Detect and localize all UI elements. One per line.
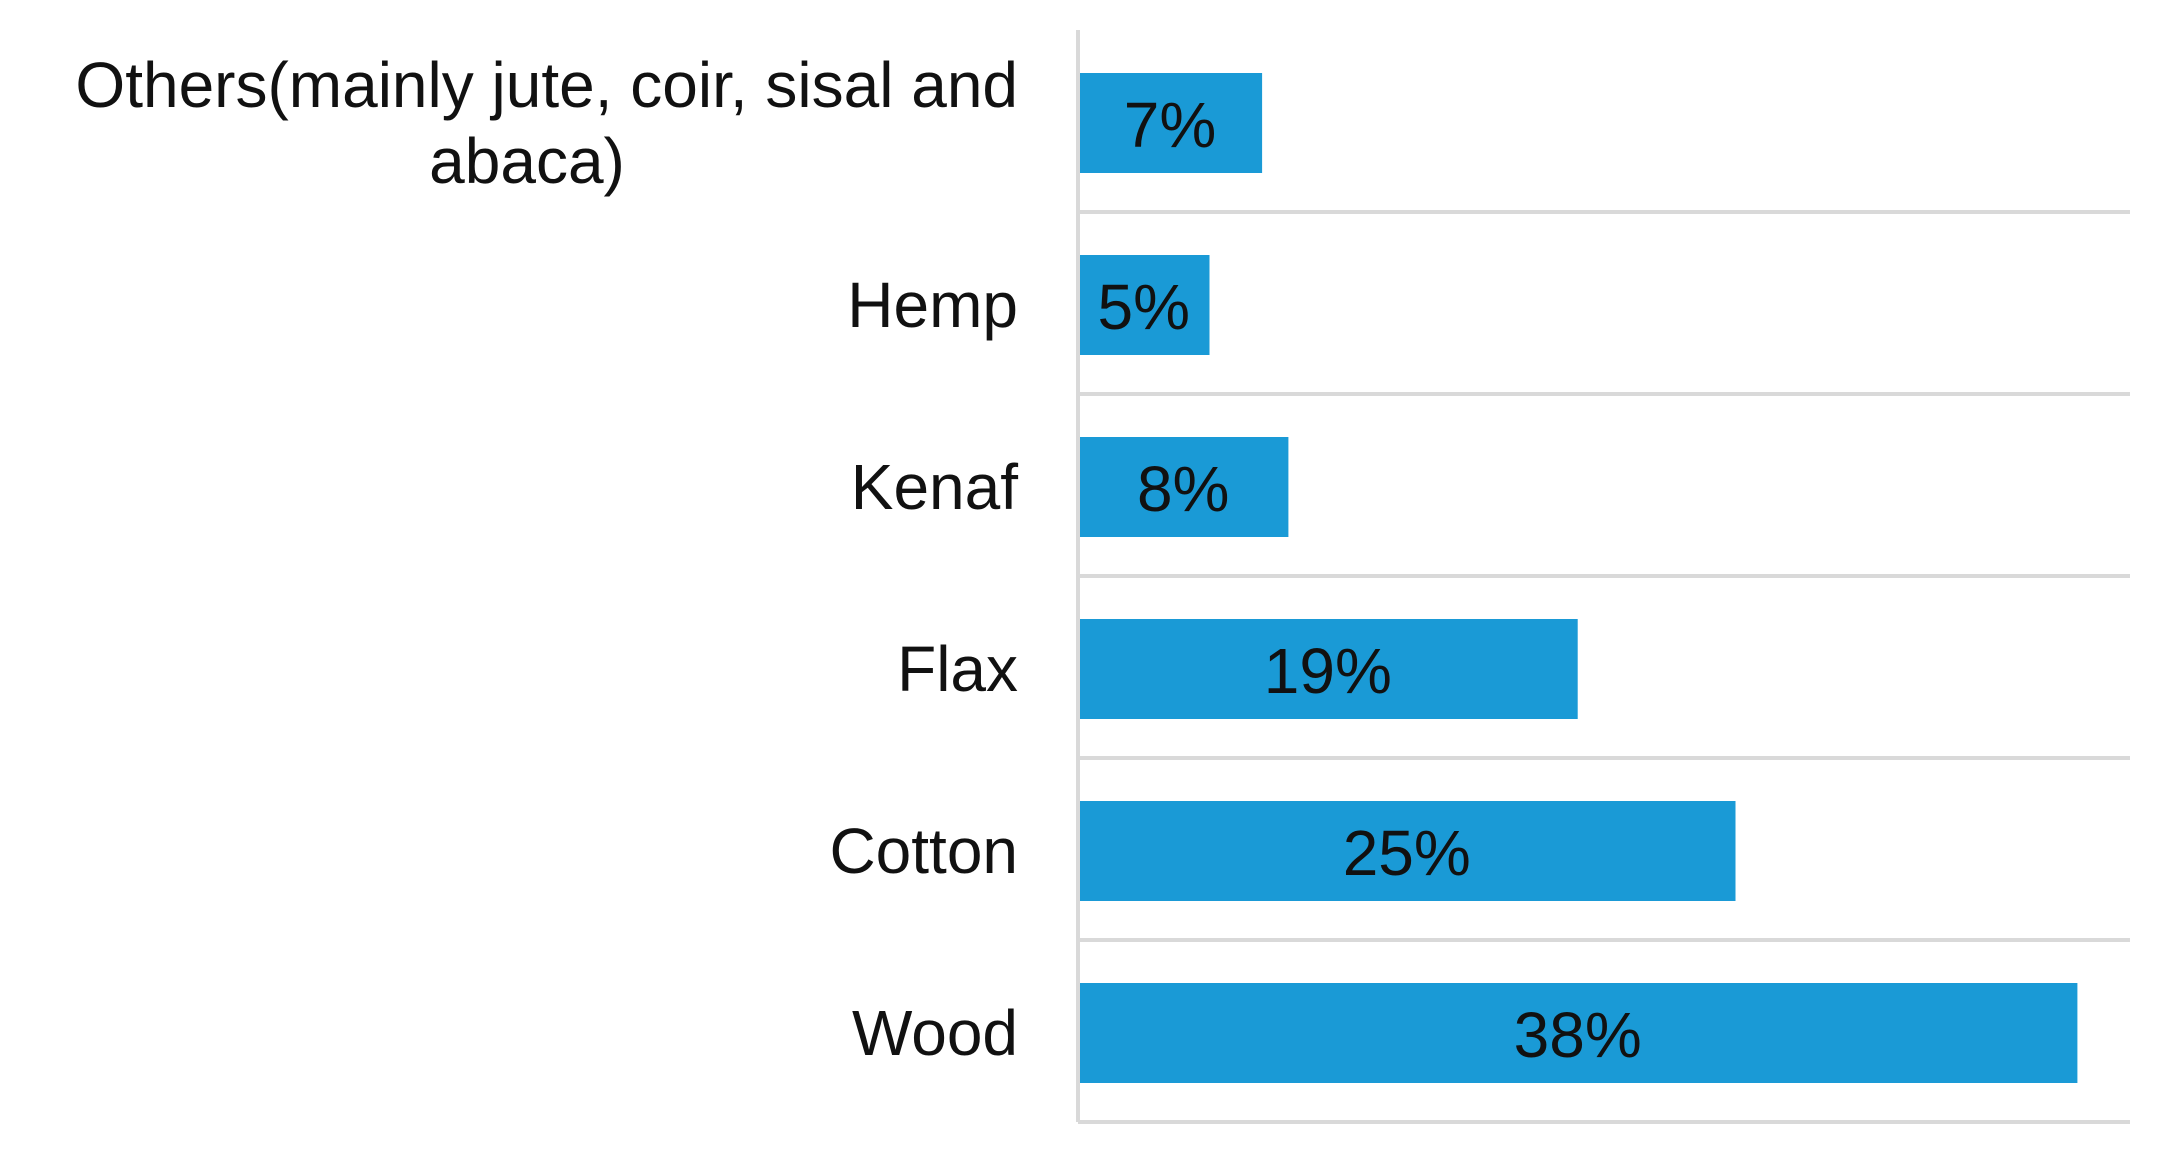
data-label: 25% [1343, 817, 1471, 889]
category-label: Hemp [847, 269, 1018, 341]
bar [1078, 801, 1736, 901]
data-label: 5% [1098, 271, 1191, 343]
bar [1078, 983, 2078, 1083]
data-label: 38% [1514, 999, 1642, 1071]
data-label: 7% [1124, 89, 1217, 161]
category-label: Others(mainly jute, coir, sisal and abaca… [75, 49, 1018, 197]
bar [1078, 619, 1578, 719]
data-labels: 7% 5% 8% 19% 25% 38% [1098, 89, 1642, 1071]
category-label: Cotton [829, 815, 1018, 887]
category-label: Kenaf [851, 451, 1018, 523]
category-label: Flax [897, 633, 1018, 705]
gridlines [1078, 210, 2130, 1124]
bar [1078, 73, 1263, 173]
category-labels: Others(mainly jute, coir, sisal and abaca… [75, 49, 1018, 1069]
data-label: 8% [1137, 453, 1230, 525]
bars [1078, 73, 2078, 1083]
bar [1078, 437, 1289, 537]
bar [1078, 255, 1210, 355]
data-label: 19% [1264, 635, 1392, 707]
category-label: Wood [852, 997, 1018, 1069]
